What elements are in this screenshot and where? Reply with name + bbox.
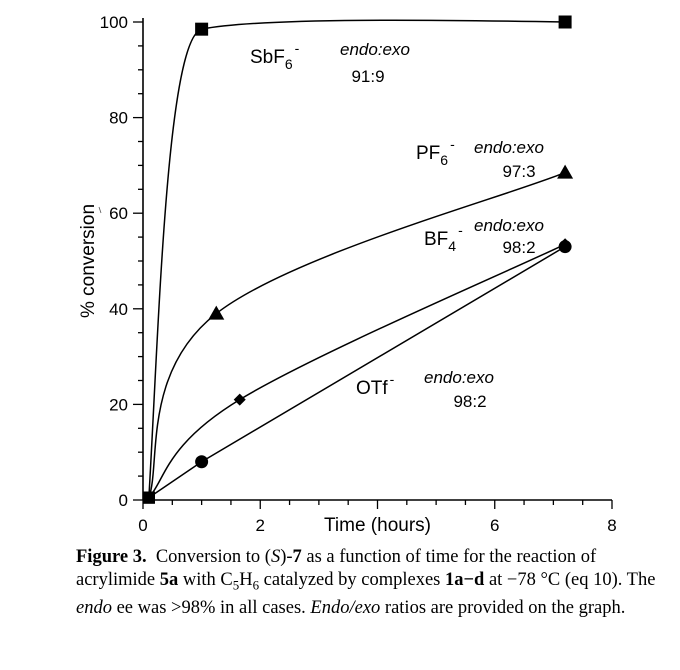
x-tick-label: 6 — [490, 516, 499, 535]
y-tick-label: 20 — [109, 395, 128, 414]
y-tick-label: 80 — [109, 109, 128, 128]
endo-exo-label: endo:exo — [424, 368, 494, 387]
series-name-label: SbF6- — [250, 40, 300, 72]
y-tick-label: 40 — [109, 300, 128, 319]
endo-exo-ratio: 98:2 — [453, 392, 486, 411]
caption-text-1a: Conversion to ( — [155, 547, 271, 567]
x-tick-label: 2 — [256, 516, 265, 535]
caption-sub-6: 6 — [252, 577, 260, 593]
caption-compound-7: 7 — [292, 547, 302, 567]
curves — [148, 19, 566, 499]
y-tick-label: 0 — [119, 491, 128, 510]
series-line-triangle — [148, 171, 566, 498]
endo-exo-label: endo:exo — [340, 40, 410, 59]
conversion-chart: 0 20 40 60 80 100 0 2 6 8 Time (hours) % conversion… — [78, 13, 617, 536]
caption-complexes: 1a−d — [444, 570, 485, 590]
caption-text-2c: H — [239, 570, 253, 590]
caption-figure-label: Figure 3. — [76, 547, 147, 567]
data-point-circle — [558, 240, 572, 254]
endo-exo-label: endo:exo — [474, 216, 544, 235]
endo-exo-label: endo:exo — [474, 138, 544, 157]
axes: 0 20 40 60 80 100 0 2 6 8 Time (hours) % conversion — [78, 13, 617, 536]
series-line-diamond — [148, 243, 566, 499]
data-point-square — [195, 22, 209, 36]
endo-exo-ratio: 91:9 — [351, 67, 384, 86]
data-point-origin — [142, 491, 155, 504]
caption-text-2a: acrylimide — [76, 570, 160, 590]
caption-s: S — [270, 547, 281, 567]
caption-sub-5: 5 — [232, 577, 240, 593]
y-tick-label: 100 — [100, 13, 128, 32]
caption-text-2d: catalyzed by complexes — [259, 570, 445, 590]
series-name-label: PF6- — [416, 136, 455, 168]
caption-text-1c: as a function of time for the reaction o… — [301, 547, 597, 567]
data-point-square — [558, 15, 572, 29]
caption-endo-exo: Endo/exo — [310, 597, 381, 618]
caption-text-2b: with C — [178, 570, 233, 590]
caption-text-1b: )- — [280, 547, 293, 567]
caption-endo: endo — [76, 597, 112, 618]
caption-text-2e: at −78 °C (eq — [484, 570, 589, 590]
series-name-label: OTf - — [356, 371, 395, 399]
caption-compound-5a: 5a — [159, 570, 179, 590]
markers — [142, 15, 574, 504]
series-name-label: BF4- — [424, 222, 463, 254]
figure-caption: Figure 3. Conversion to (S)-7 as a funct… — [76, 546, 666, 620]
x-tick-label: 8 — [607, 516, 616, 535]
caption-text-3a: 10). The — [593, 570, 656, 590]
x-tick-label: 0 — [138, 516, 147, 535]
series-labels: SbF6- endo:exo 91:9 PF6- endo:exo 97:3 BF4- end… — [250, 40, 544, 411]
caption-text-3b: ee was >98% in all cases. — [111, 597, 311, 618]
endo-exo-ratio: 98:2 — [502, 238, 535, 257]
series-line-circle — [148, 246, 566, 499]
endo-exo-ratio: 97:3 — [502, 162, 535, 181]
caption-text-3c: ratios are provided — [380, 597, 524, 618]
stray-mark — [98, 206, 102, 214]
x-axis-label: Time (hours) — [324, 515, 431, 536]
y-tick-label: 60 — [109, 204, 128, 223]
data-point-triangle — [208, 305, 225, 320]
data-point-diamond — [233, 393, 246, 406]
y-axis-label: % conversion — [78, 204, 99, 318]
caption-text-4: on the graph. — [528, 597, 626, 618]
data-point-triangle — [557, 164, 574, 179]
series-line-square — [148, 19, 566, 498]
data-point-circle — [195, 455, 209, 469]
